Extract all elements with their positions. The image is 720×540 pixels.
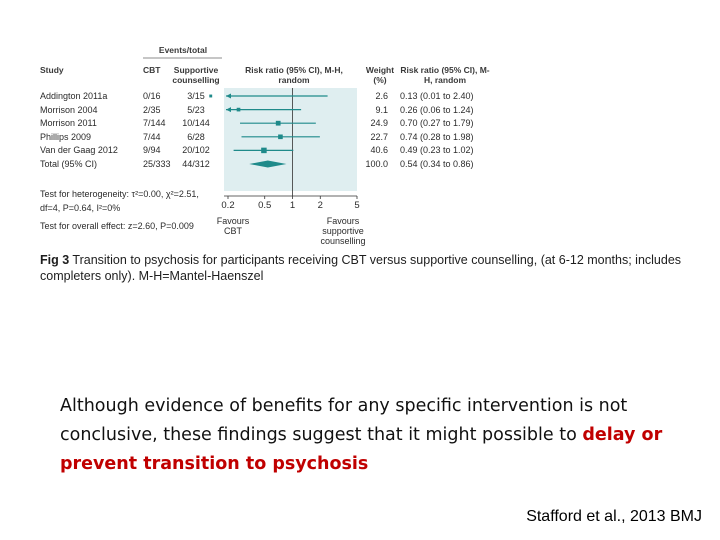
study-rr-text: 0.70 (0.27 to 1.79) [400, 118, 474, 129]
x-tick-label: 2 [317, 200, 323, 211]
study-weight: 22.7 [370, 131, 388, 142]
cbt-events: 9/94 [143, 145, 161, 156]
supportive-events: 20/102 [182, 145, 210, 156]
study-rr-text: 0.74 (0.28 to 1.98) [400, 131, 474, 142]
study-name: Addington 2011a [40, 91, 108, 101]
x-tick-label: 0.2 [221, 200, 235, 211]
rr-text-column-header: Risk ratio (95% CI), M-H, random [400, 65, 490, 85]
figure-caption-text: Transition to psychosis for participants… [40, 253, 682, 283]
total-cbt-events: 25/333 [143, 159, 171, 169]
weight-column-header: Weight (%) [365, 65, 395, 85]
x-tick-label: 0.5 [258, 200, 272, 211]
study-weight: 9.1 [375, 104, 388, 115]
cbt-events: 0/16 [143, 91, 161, 101]
figure-caption: Fig 3 Transition to psychosis for partic… [40, 253, 700, 284]
total-supportive-events: 44/312 [182, 159, 210, 169]
ci-arrow-left [226, 107, 231, 113]
study-weight: 24.9 [370, 118, 388, 129]
heterogeneity-line-1: Test for heterogeneity: τ²=0.00, χ²=2.51… [40, 189, 199, 199]
x-tick-label: 1 [289, 200, 296, 211]
heterogeneity-line-2: df=4, P=0.64, I²=0% [40, 203, 121, 213]
cbt-events: 7/44 [143, 131, 161, 142]
study-point-estimate [236, 107, 241, 112]
supportive-column-header: Supportive counselling [172, 65, 220, 85]
favours-supportive-label: Favours supportive counselling [320, 216, 366, 246]
cbt-events: 7/144 [143, 118, 166, 129]
supportive-events: 10/144 [182, 118, 210, 129]
events-total-header: Events/total [158, 45, 208, 55]
study-point-estimate [278, 134, 283, 140]
study-point-estimate [261, 147, 267, 154]
cbt-column-header: CBT [143, 65, 161, 75]
supportive-events: 3/15 [187, 91, 205, 101]
x-tick-label: 5 [354, 200, 360, 211]
citation: Stafford et al., 2013 BMJ [526, 508, 702, 525]
summary-text: Although evidence of benefits for any sp… [60, 392, 690, 479]
forest-plot-graphic [143, 57, 358, 199]
ci-arrow-left [226, 93, 231, 99]
total-diamond [249, 160, 287, 168]
supportive-events: 6/28 [187, 131, 205, 142]
study-weight: 40.6 [370, 145, 388, 156]
study-weight: 2.6 [375, 91, 388, 101]
study-name: Morrison 2011 [40, 118, 97, 129]
study-point-estimate [209, 94, 213, 98]
highlighted-conclusion: delay or prevent transition to psychosis [60, 425, 663, 474]
overall-effect-test: Test for overall effect: z=2.60, P=0.009 [40, 221, 194, 231]
study-rr-text: 0.13 (0.01 to 2.40) [400, 91, 474, 101]
study-name: Morrison 2004 [40, 104, 98, 115]
study-column-header: Study [40, 65, 64, 75]
study-rr-text: 0.26 (0.06 to 1.24) [400, 104, 474, 115]
study-point-estimate [275, 120, 281, 126]
summary-sentence: Although evidence of benefits for any sp… [60, 396, 628, 445]
study-rr-text: 0.49 (0.23 to 1.02) [400, 145, 474, 156]
supportive-events: 5/23 [187, 104, 205, 115]
study-name: Van der Gaag 2012 [40, 145, 118, 156]
favours-cbt-label: Favours CBT [216, 216, 250, 236]
rr-plot-column-header: Risk ratio (95% CI), M-H, random [245, 65, 343, 85]
total-weight: 100.0 [365, 159, 388, 169]
cbt-events: 2/35 [143, 104, 161, 115]
total-rr-text: 0.54 (0.34 to 0.86) [400, 159, 474, 169]
plot-panel [224, 88, 357, 191]
figure-label: Fig 3 [40, 253, 70, 267]
total-label: Total (95% CI) [40, 159, 98, 169]
study-name: Phillips 2009 [40, 131, 92, 142]
